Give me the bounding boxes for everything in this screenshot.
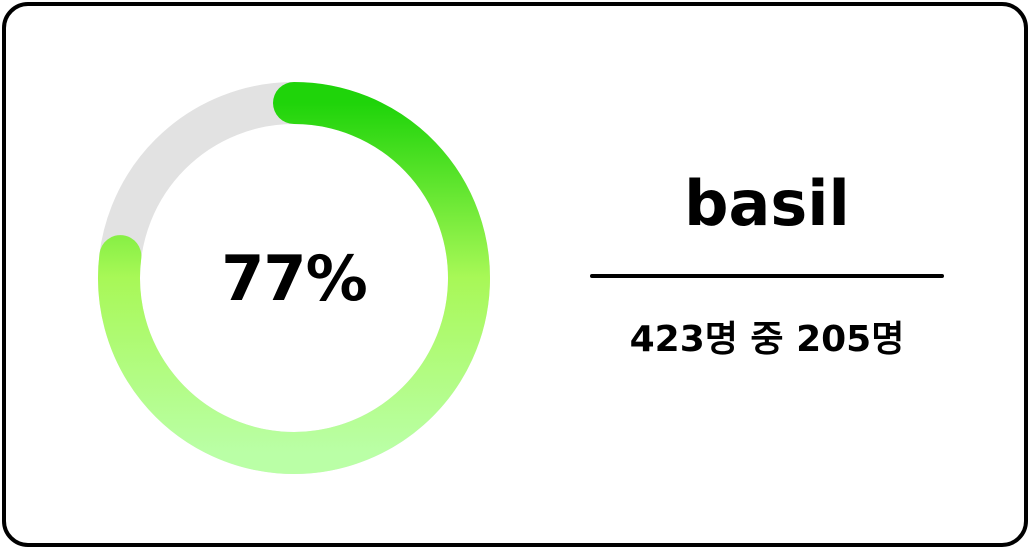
info-panel: basil 423명 중 205명 — [586, 156, 948, 362]
divider-line — [590, 274, 944, 278]
item-name: basil — [684, 167, 850, 240]
count-text: 423명 중 205명 — [629, 319, 905, 360]
progress-ring-arc — [98, 82, 490, 474]
percent-label: 77% — [221, 241, 367, 315]
progress-ring: 77% — [74, 58, 514, 498]
progress-ring-graphic — [98, 82, 490, 474]
